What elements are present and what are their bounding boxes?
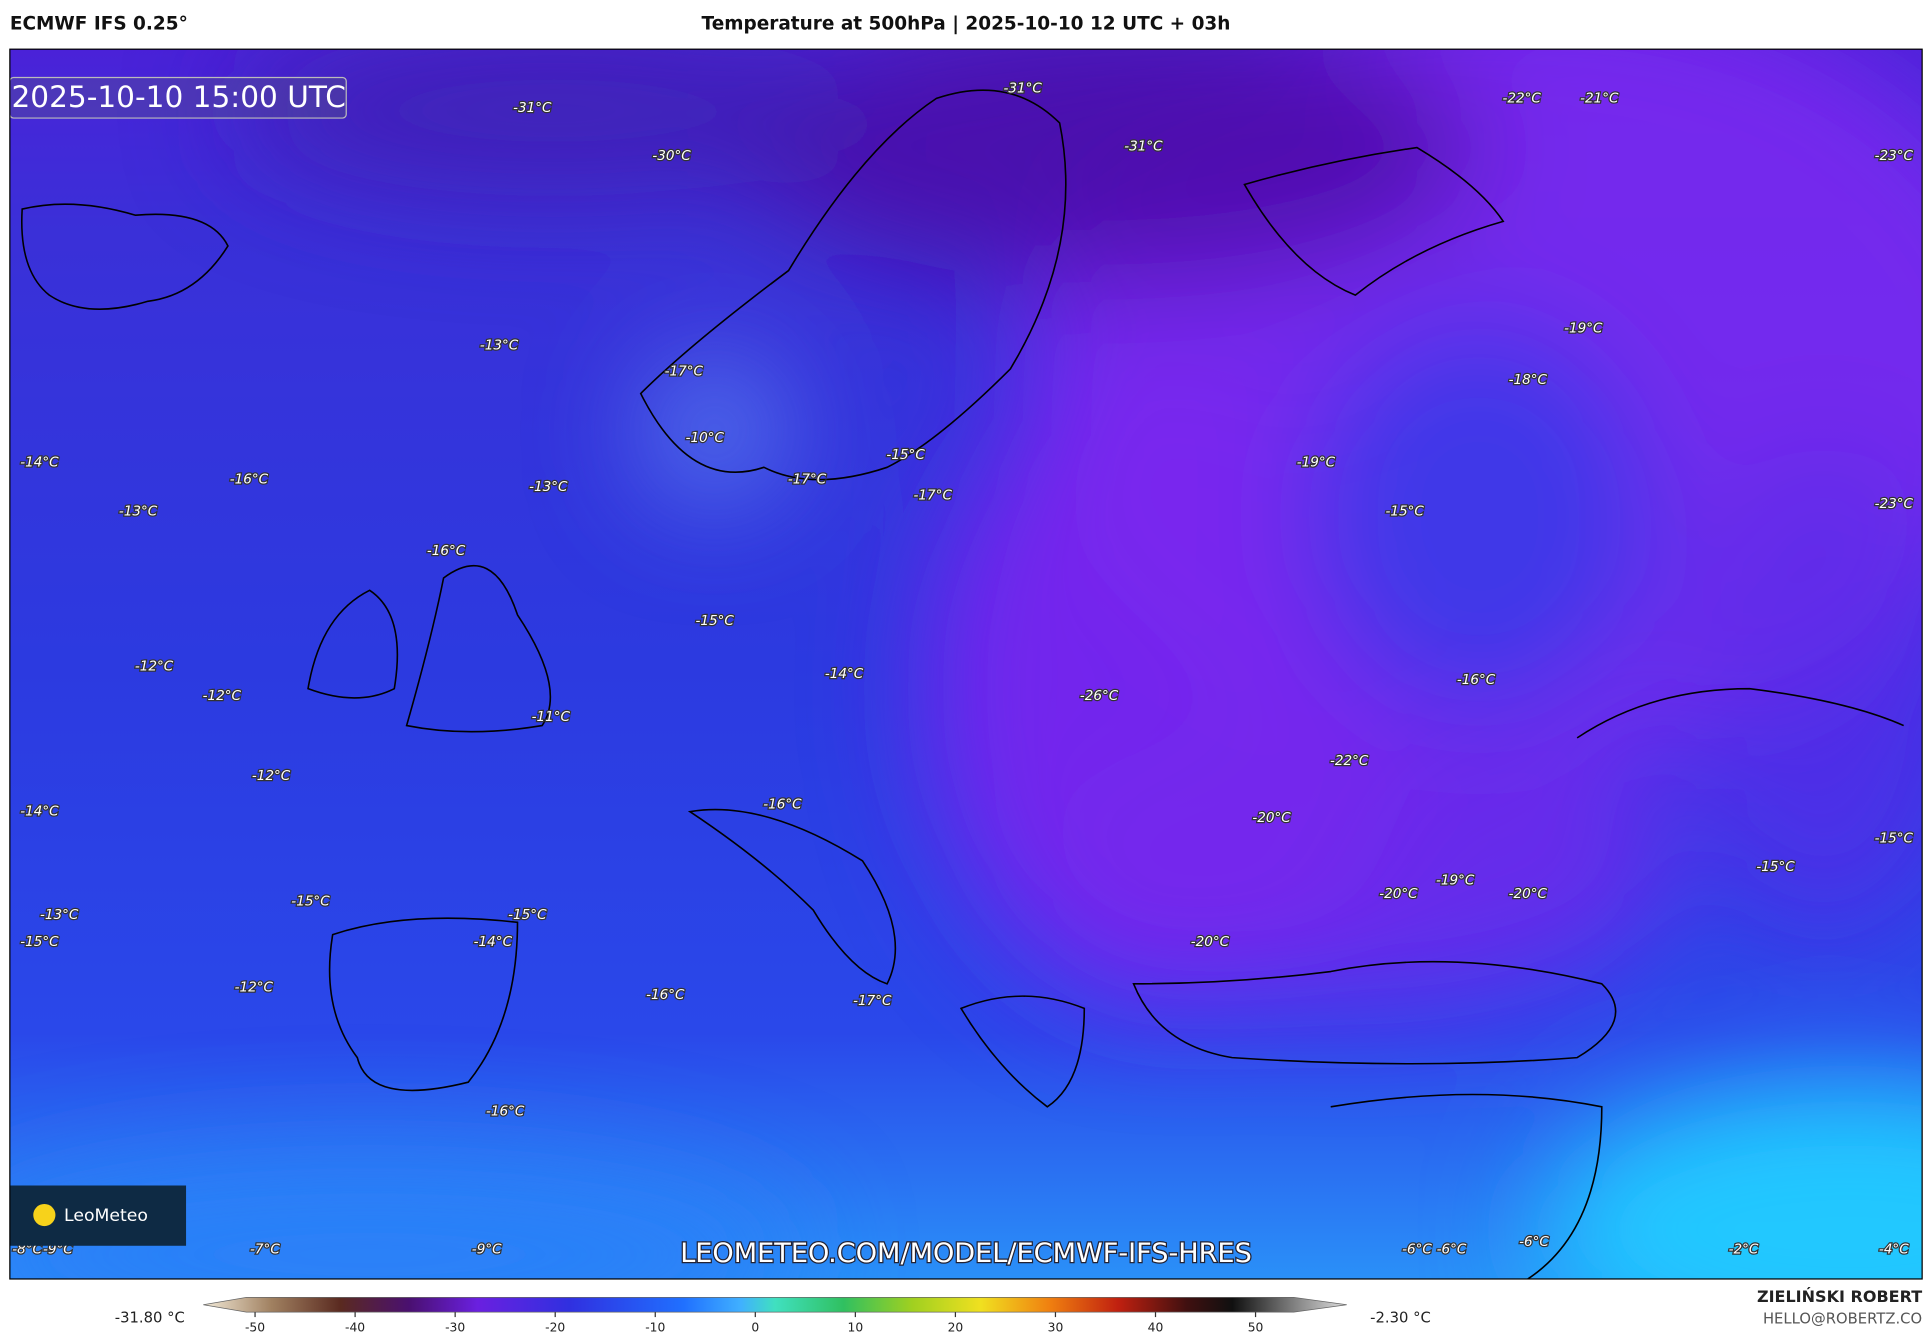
temperature-label: -21°C	[1580, 90, 1619, 106]
colorbar-tick-label: 20	[948, 1321, 964, 1335]
coastlines	[20, 89, 1904, 1279]
temperature-label: -31°C	[1003, 81, 1042, 97]
colorbar-tick-label: -40	[345, 1321, 365, 1335]
temperature-label: -16°C	[427, 543, 466, 559]
temperature-label: -14°C	[20, 454, 59, 470]
colorbar-tick-label: -10	[645, 1321, 665, 1335]
temperature-label: -13°C	[529, 479, 568, 495]
temperature-label: -26°C	[1080, 688, 1119, 704]
temperature-label: -16°C	[763, 796, 802, 812]
temperature-label: -22°C	[1330, 753, 1369, 769]
logo-sun	[33, 1203, 56, 1227]
colorbar-max: -2.30 °C	[1370, 1309, 1431, 1326]
temperature-labels: -31°C -30°C -31°C -31°C -22°C -21°C -23°C -13°C…	[11, 79, 1915, 1258]
temperature-label: -12°C	[235, 980, 274, 996]
temperature-label: -13°C	[480, 338, 519, 354]
timestamp-box	[9, 76, 347, 119]
temperature-label: -14°C	[20, 804, 59, 820]
map-title: Temperature at 500hPa | 2025-10-10 12 UT…	[702, 14, 1231, 35]
temperature-label: -15°C	[695, 613, 734, 629]
temperature-label: -17°C	[665, 363, 704, 379]
temperature-label: -15°C	[20, 934, 59, 950]
temperature-label: -15°C	[291, 893, 330, 909]
colorbar-tick-label: 0	[751, 1321, 759, 1335]
temperature-label: -12°C	[203, 688, 242, 704]
colorbar-tick-label: 50	[1248, 1321, 1264, 1335]
colorbar-ticks: -50 -40 -30 -20 -10 0 10 20 30 40 50	[245, 1312, 1264, 1335]
temperature-label: -20°C	[1379, 886, 1418, 902]
temperature-label: -12°C	[252, 768, 291, 784]
colorbar	[203, 1297, 1347, 1313]
colorbar-tick-label: -50	[245, 1321, 265, 1335]
temperature-label: -18°C	[1509, 372, 1548, 388]
temperature-label: -16°C	[646, 987, 685, 1003]
temperature-label: -6°C	[1402, 1241, 1432, 1257]
colorbar-tick-label: 30	[1048, 1321, 1064, 1335]
temperature-label: -30°C	[652, 148, 691, 164]
temperature-label: -19°C	[1436, 873, 1475, 889]
temperature-label: -16°C	[1457, 672, 1496, 688]
temperature-label: -20°C	[1191, 934, 1230, 950]
temperature-label: -15°C	[1875, 831, 1914, 847]
colorbar-tick-label: -30	[445, 1321, 465, 1335]
temperature-label: -4°C	[1879, 1241, 1909, 1257]
temperature-label: -13°C	[40, 907, 79, 923]
temperature-label: -15°C	[886, 447, 925, 463]
watermark: LEOMETEO.COM/MODEL/ECMWF-IFS-HRES	[680, 1238, 1252, 1269]
timestamp: 2025-10-10 15:00 UTC	[11, 80, 345, 114]
temperature-label: -17°C	[853, 993, 892, 1009]
temperature-label: -6°C	[1519, 1234, 1549, 1250]
temperature-label: -19°C	[1297, 454, 1336, 470]
temperature-label: -19°C	[1564, 320, 1603, 336]
email: HELLO@ROBERTZ.CO	[1763, 1311, 1922, 1328]
temperature-label: -23°C	[1875, 496, 1914, 512]
temperature-label: -16°C	[486, 1104, 525, 1120]
temperature-label: -9°C	[472, 1241, 502, 1257]
temperature-label: -11°C	[532, 709, 571, 725]
temperature-label: -31°C	[1124, 138, 1163, 154]
temperature-label: -20°C	[1509, 886, 1548, 902]
temperature-label: -2°C	[1729, 1241, 1759, 1257]
temperature-label: -6°C	[1437, 1241, 1467, 1257]
temperature-label: -31°C	[513, 100, 552, 116]
temperature-label: -23°C	[1875, 148, 1914, 164]
logo: LeoMeteo	[64, 1206, 148, 1226]
temperature-label: -14°C	[474, 934, 513, 950]
colorbar-tick-label: -20	[545, 1321, 565, 1335]
temperature-label: -20°C	[1252, 810, 1291, 826]
temperature-label: -7°C	[250, 1241, 280, 1257]
temperature-label: -17°C	[914, 488, 953, 504]
temperature-label: -15°C	[1756, 859, 1795, 875]
temperature-label: -10°C	[686, 430, 725, 446]
colorbar-tick-label: 10	[848, 1321, 864, 1335]
temperature-label: -15°C	[1385, 504, 1424, 520]
map-frame	[9, 48, 1923, 1280]
temperature-label: -17°C	[788, 472, 827, 488]
temperature-label: -22°C	[1503, 90, 1542, 106]
temperature-label: -15°C	[508, 907, 547, 923]
temperature-label: -13°C	[119, 504, 158, 520]
temperature-label: -12°C	[135, 659, 174, 675]
temperature-label: -16°C	[230, 472, 269, 488]
colorbar-min: -31.80 °C	[115, 1309, 185, 1326]
model-name: ECMWF IFS 0.25°	[10, 14, 188, 35]
colorbar-tick-label: 40	[1148, 1321, 1164, 1335]
temperature-label: -14°C	[825, 666, 864, 682]
author: ZIELIŃSKI ROBERT	[1757, 1287, 1922, 1306]
